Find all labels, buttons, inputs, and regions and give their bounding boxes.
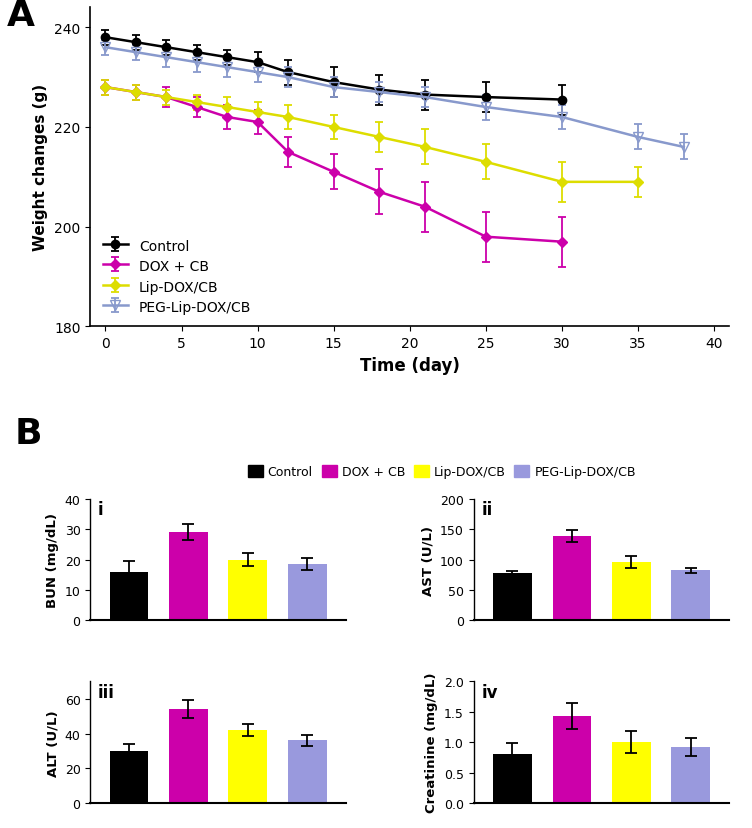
Y-axis label: BUN (mg/dL): BUN (mg/dL) xyxy=(46,513,59,607)
Y-axis label: ALT (U/L): ALT (U/L) xyxy=(46,709,59,776)
Bar xyxy=(110,751,148,803)
Bar xyxy=(169,710,208,803)
Bar xyxy=(288,740,326,803)
Legend: Control, DOX + CB, Lip-DOX/CB, PEG-Lip-DOX/CB: Control, DOX + CB, Lip-DOX/CB, PEG-Lip-D… xyxy=(243,460,641,484)
Bar xyxy=(229,730,267,803)
Text: B: B xyxy=(15,416,43,450)
Text: A: A xyxy=(8,0,35,32)
Bar xyxy=(672,570,710,621)
Bar xyxy=(612,562,650,621)
Text: i: i xyxy=(98,500,104,518)
Text: iii: iii xyxy=(98,683,115,700)
Legend: Control, DOX + CB, Lip-DOX/CB, PEG-Lip-DOX/CB: Control, DOX + CB, Lip-DOX/CB, PEG-Lip-D… xyxy=(97,233,256,320)
Bar xyxy=(553,537,591,621)
Bar xyxy=(110,572,148,621)
Y-axis label: Weight changes (g): Weight changes (g) xyxy=(33,84,48,251)
Text: iv: iv xyxy=(481,683,498,700)
X-axis label: Time (day): Time (day) xyxy=(360,356,459,374)
Bar xyxy=(612,743,650,803)
Bar xyxy=(169,532,208,621)
Bar xyxy=(493,754,532,803)
Bar xyxy=(493,573,532,621)
Text: ii: ii xyxy=(481,500,493,518)
Bar xyxy=(553,716,591,803)
Y-axis label: AST (U/L): AST (U/L) xyxy=(422,525,435,595)
Bar xyxy=(229,560,267,621)
Y-axis label: Creatinine (mg/dL): Creatinine (mg/dL) xyxy=(426,672,438,812)
Bar xyxy=(288,565,326,621)
Bar xyxy=(672,747,710,803)
